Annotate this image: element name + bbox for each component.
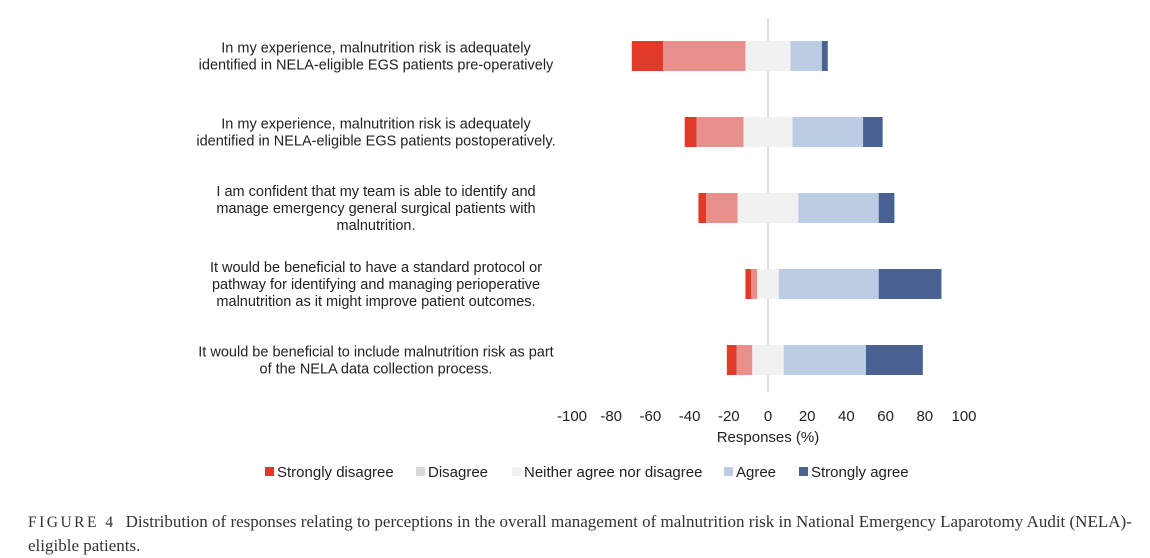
x-tick-label: 80 [916, 408, 933, 425]
bar-segment-strongly-disagree [698, 193, 707, 223]
figure-label: FIGURE 4 [28, 514, 116, 531]
bar-segment-strongly-disagree [631, 41, 664, 71]
x-axis-ticks: -100 -80 -60 -40 -20 0 20 40 60 80 100 [557, 408, 977, 425]
x-tick-label: -60 [640, 408, 662, 425]
diverging-bar-chart: In my experience, malnutrition risk is a… [196, 18, 977, 481]
x-tick-label: -40 [679, 408, 701, 425]
x-tick-label: 60 [877, 408, 894, 425]
bar-segment-agree [798, 193, 879, 223]
bar-segment-strongly-agree [821, 41, 828, 71]
bar-segment-neither-agree-nor-disagree [743, 117, 793, 147]
category-label: In my experience, malnutrition risk is a… [196, 117, 555, 150]
legend-label: Strongly disagree [277, 464, 394, 481]
bar-segment-strongly-agree [878, 269, 942, 299]
category-label: It would be beneficial to have a standar… [210, 260, 542, 310]
x-tick-label: 20 [799, 408, 816, 425]
x-tick-label: 100 [951, 408, 976, 425]
category-label: It would be beneficial to include malnut… [198, 345, 553, 378]
x-axis-label: Responses (%) [717, 429, 820, 446]
bar-segment-disagree [736, 345, 753, 375]
bar-segment-neither-agree-nor-disagree [757, 269, 779, 299]
bar-segment-disagree [751, 269, 758, 299]
category-label: In my experience, malnutrition risk is a… [199, 41, 554, 74]
x-tick-label: 40 [838, 408, 855, 425]
x-tick-label: -100 [557, 408, 587, 425]
bar-segment-neither-agree-nor-disagree [745, 41, 791, 71]
legend-swatch [724, 467, 733, 476]
bar-segment-neither-agree-nor-disagree [752, 345, 784, 375]
caption-text: Distribution of responses relating to pe… [28, 512, 1132, 555]
legend-swatch [799, 467, 808, 476]
bar-segment-neither-agree-nor-disagree [737, 193, 799, 223]
category-labels: In my experience, malnutrition risk is a… [196, 41, 555, 378]
legend-swatch [512, 467, 521, 476]
bar-segment-agree [783, 345, 866, 375]
legend-swatch [416, 467, 425, 476]
legend: Strongly disagree Disagree Neither agree n… [265, 464, 909, 481]
bar-segment-strongly-agree [878, 193, 895, 223]
category-label: I am confident that my team is able to i… [216, 184, 535, 234]
bar-segment-strongly-disagree [745, 269, 752, 299]
bar-segment-disagree [706, 193, 738, 223]
legend-label: Neither agree nor disagree [524, 464, 702, 481]
bar-segment-strongly-disagree [726, 345, 737, 375]
bar-segment-agree [778, 269, 879, 299]
bar-segment-disagree [663, 41, 746, 71]
bar-segment-strongly-agree [863, 117, 883, 147]
x-tick-label: -20 [718, 408, 740, 425]
legend-swatch [265, 467, 274, 476]
x-tick-label: 0 [764, 408, 772, 425]
bar-segment-agree [790, 41, 822, 71]
legend-label: Disagree [428, 464, 488, 481]
x-tick-label: -80 [600, 408, 622, 425]
bar-segment-agree [792, 117, 864, 147]
bars-group [631, 41, 942, 375]
legend-label: Strongly agree [811, 464, 909, 481]
bar-segment-strongly-disagree [684, 117, 697, 147]
legend-label: Agree [736, 464, 776, 481]
figure-caption: FIGURE 4 Distribution of responses relati… [28, 510, 1138, 557]
bar-segment-disagree [696, 117, 744, 147]
bar-segment-strongly-agree [866, 345, 923, 375]
